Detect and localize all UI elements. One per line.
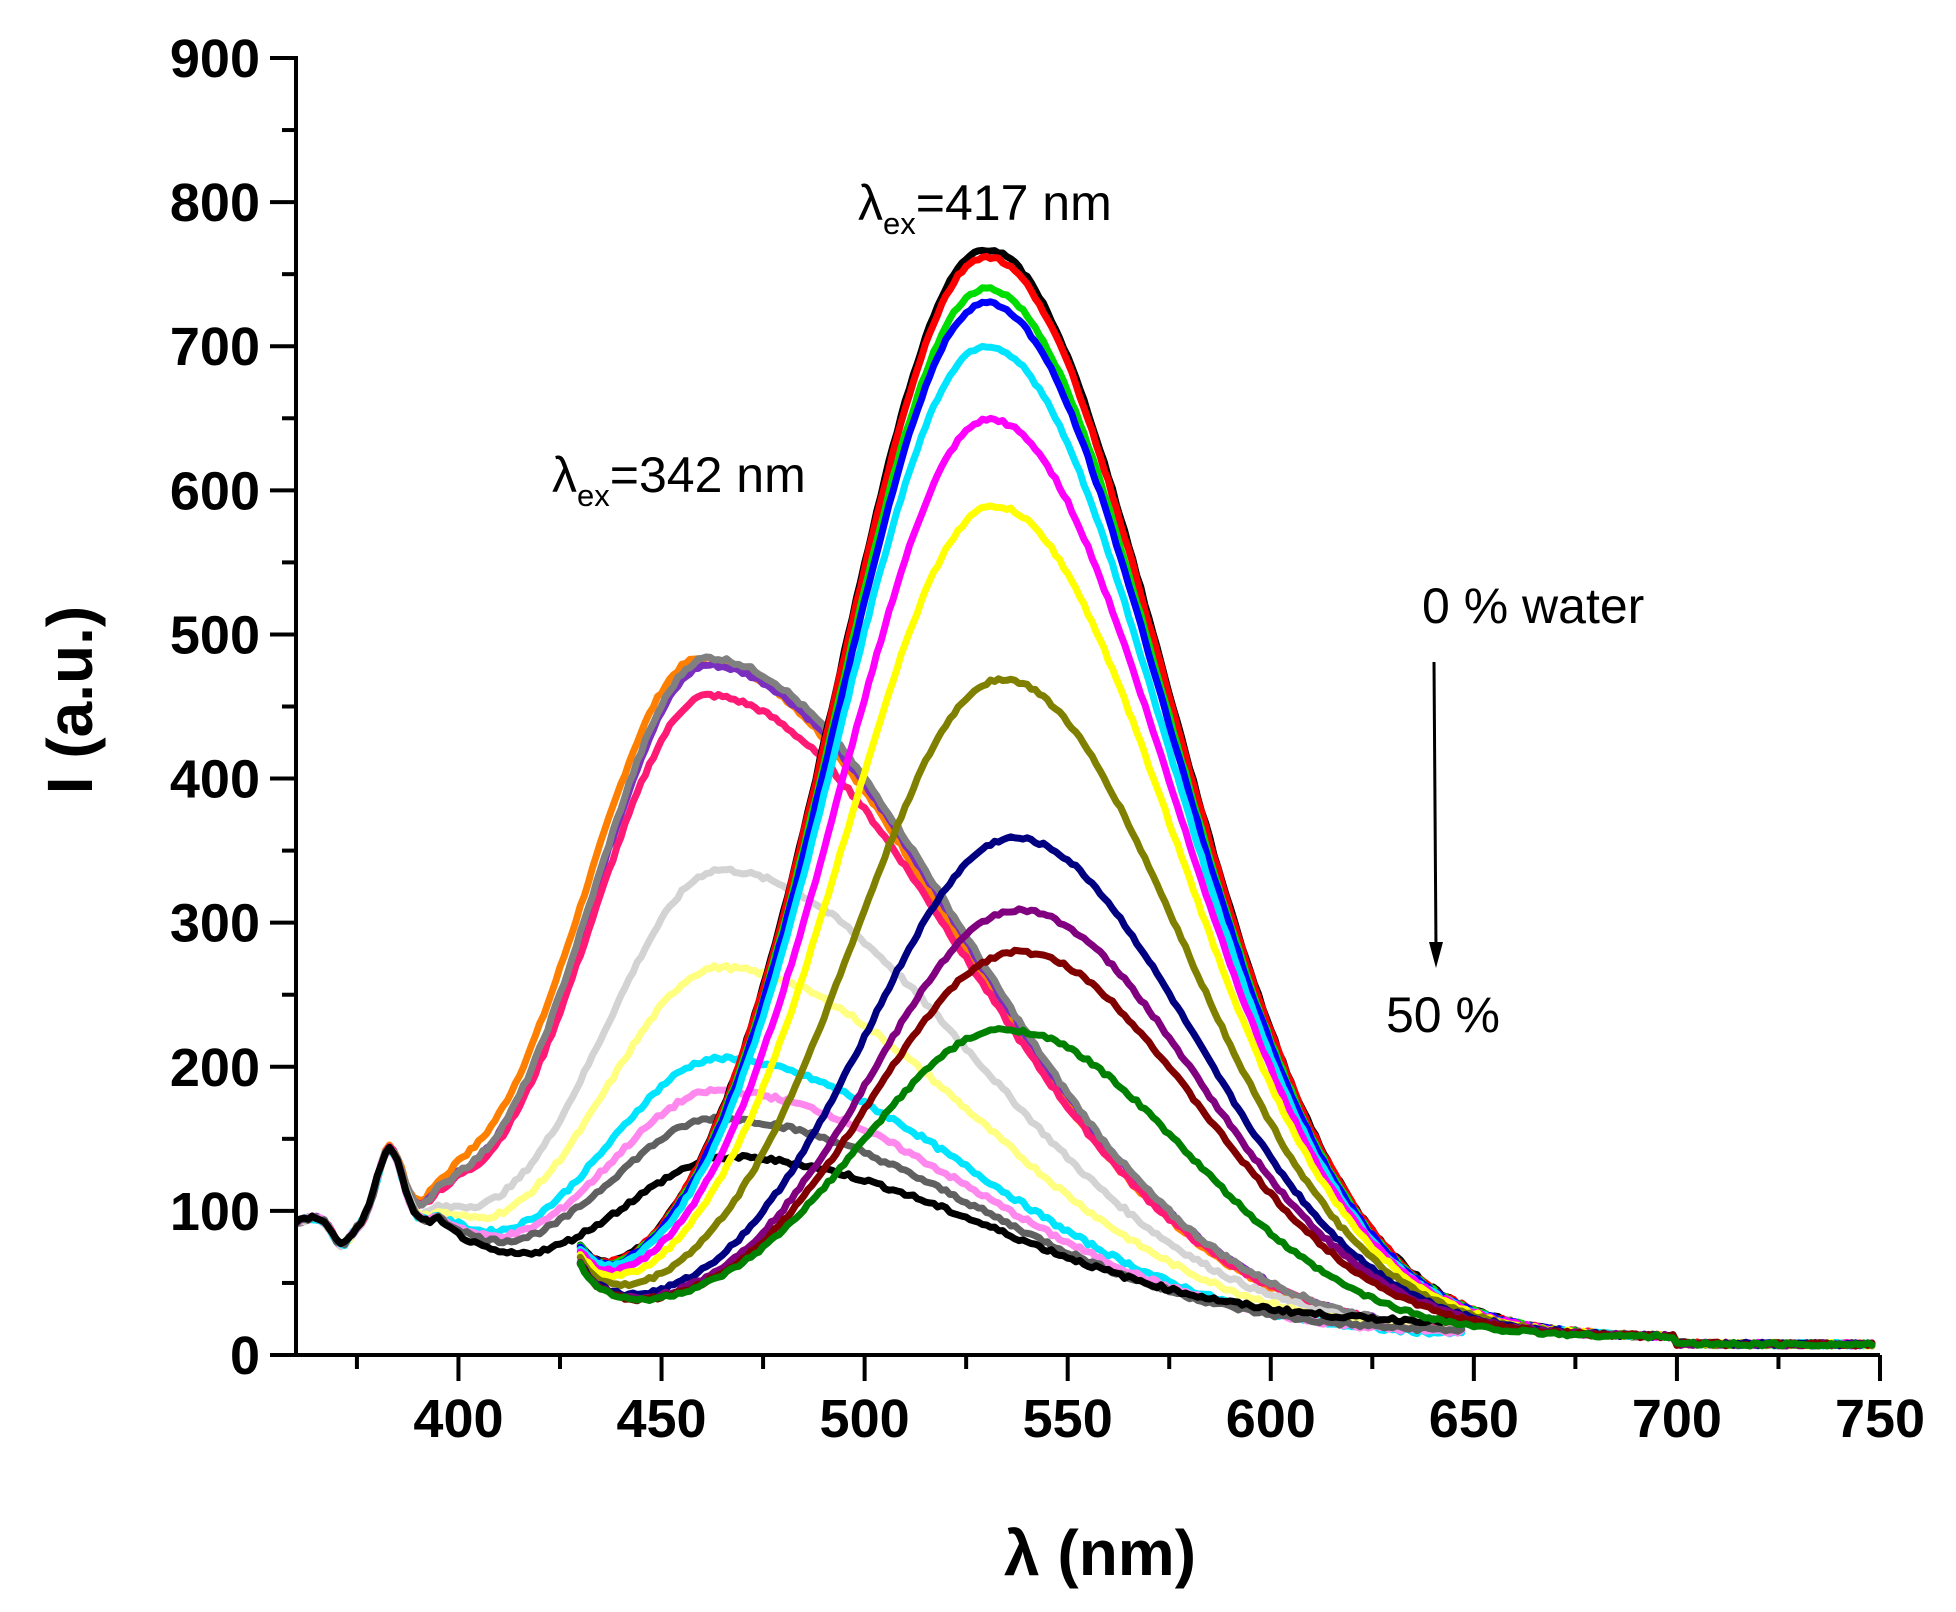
x-axis-title: λ (nm): [1004, 1517, 1196, 1589]
ticks: 0 100 200 300 400 500 600 700 800 900 400 450 500 550…: [170, 29, 1925, 1449]
x-tick-label: 750: [1835, 1389, 1925, 1449]
y-tick-label: 0: [230, 1326, 260, 1386]
y-tick-label: 500: [170, 605, 260, 665]
series-line-342-5: [296, 865, 1466, 1337]
annotation-water-start: 0 % water: [1422, 578, 1644, 634]
y-tick-label: 700: [170, 317, 260, 377]
series-line-342-9: [296, 1113, 1466, 1335]
series-line-417-2: [576, 252, 1876, 1350]
water-arrow-shaft: [1432, 661, 1438, 951]
y-tick-label: 400: [170, 750, 260, 810]
x-tick-label: 550: [1023, 1389, 1113, 1449]
x-tick-label: 400: [413, 1389, 503, 1449]
x-tick-label: 500: [820, 1389, 910, 1449]
y-tick-label: 200: [170, 1038, 260, 1098]
water-arrow: [1429, 661, 1443, 968]
x-tick-label: 450: [616, 1389, 706, 1449]
series-line-417-1: [576, 246, 1876, 1350]
y-tick-label: 900: [170, 29, 260, 89]
x-tick-label: 650: [1429, 1389, 1519, 1449]
y-tick-label: 300: [170, 894, 260, 954]
y-axis-title: I (a.u.): [34, 606, 106, 794]
y-tick-label: 600: [170, 461, 260, 521]
series-layer: [296, 246, 1876, 1350]
y-tick-label: 100: [170, 1182, 260, 1242]
annotation-ex417: λex=417 nm: [858, 175, 1112, 241]
x-tick-label: 700: [1632, 1389, 1722, 1449]
y-tick-label: 800: [170, 173, 260, 233]
series-line-342-10: [296, 1143, 1466, 1327]
x-tick-label: 600: [1226, 1389, 1316, 1449]
water-arrow-head: [1429, 942, 1443, 968]
annotation-water-end: 50 %: [1386, 987, 1500, 1043]
annotation-ex342: λex=342 nm: [552, 447, 806, 513]
series-line-417-12: [576, 1025, 1876, 1350]
series-line-342-4: [296, 653, 1466, 1336]
